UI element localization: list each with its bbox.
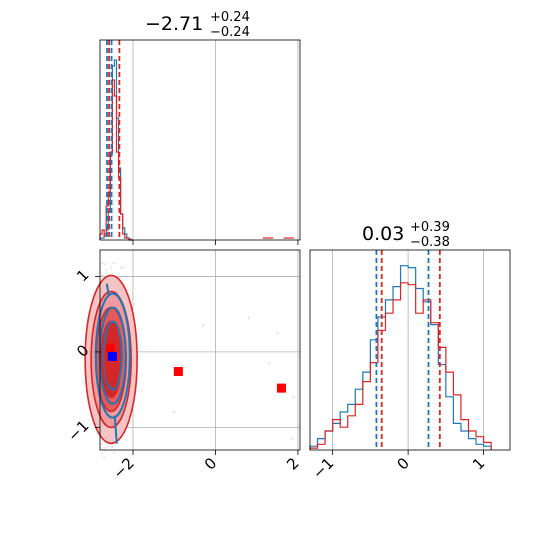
scatter-point: [101, 262, 104, 265]
y-marginal-histogram-panel: −1 0 1: [309, 249, 511, 482]
scatter-point: [103, 446, 106, 449]
x-tick-label: 2: [283, 454, 302, 473]
x-tick-label: 0: [393, 454, 412, 473]
scatter-point: [112, 262, 115, 265]
scatter-point: [173, 411, 176, 414]
scatter-point: [103, 456, 105, 459]
y-parameter-title: 0.03: [362, 223, 404, 245]
scatter-point: [292, 396, 295, 399]
scatter-point: [105, 268, 108, 271]
contour-tail-blue: [105, 283, 110, 296]
x-tick-label: −2: [109, 454, 137, 482]
marker-red-square: [105, 343, 115, 353]
panel-frame: [309, 249, 511, 451]
x-tick-label: 1: [469, 454, 488, 473]
histogram-series-red: [309, 282, 492, 450]
scatter-point: [120, 266, 123, 269]
x-parameter-title: −2.71: [145, 13, 203, 35]
y-parameter-lower-error: −0.38: [410, 235, 450, 250]
scatter-point: [290, 437, 293, 440]
panel-frame: [99, 249, 301, 451]
scatter-point: [276, 332, 279, 335]
scatter-point: [202, 324, 205, 327]
scatter-point: [112, 451, 115, 454]
contour-tail-blue: [113, 415, 118, 444]
scatter-point: [101, 452, 103, 455]
scatter-point: [268, 362, 271, 365]
marker-red-square: [276, 383, 286, 393]
panel-frame: [99, 39, 301, 241]
scatter-point: [101, 274, 103, 277]
scatter-point: [111, 446, 114, 449]
y-parameter-upper-error: +0.39: [410, 220, 450, 235]
scatter-point: [247, 316, 250, 319]
marker-blue-square: [107, 351, 117, 361]
x-tick-label: −1: [309, 454, 337, 482]
scatter-point: [122, 266, 125, 269]
x-marginal-histogram-panel: [99, 39, 301, 245]
contour-level-blue-3: [102, 320, 123, 391]
histogram-series-red: [99, 79, 133, 241]
x-parameter-upper-error: +0.24: [210, 10, 250, 25]
joint-scatter-contour-panel: −2 0 2−101: [64, 249, 303, 482]
y-tick-label: 1: [73, 266, 92, 285]
contour-level-blue-1: [94, 292, 131, 419]
scatter-point: [103, 263, 106, 266]
x-parameter-lower-error: −0.24: [210, 25, 250, 40]
marker-red-square: [173, 367, 183, 377]
y-tick-label: −1: [64, 417, 92, 445]
scatter-point: [101, 443, 103, 446]
scatter-point: [110, 266, 113, 269]
x-tick-label: 0: [201, 454, 220, 473]
